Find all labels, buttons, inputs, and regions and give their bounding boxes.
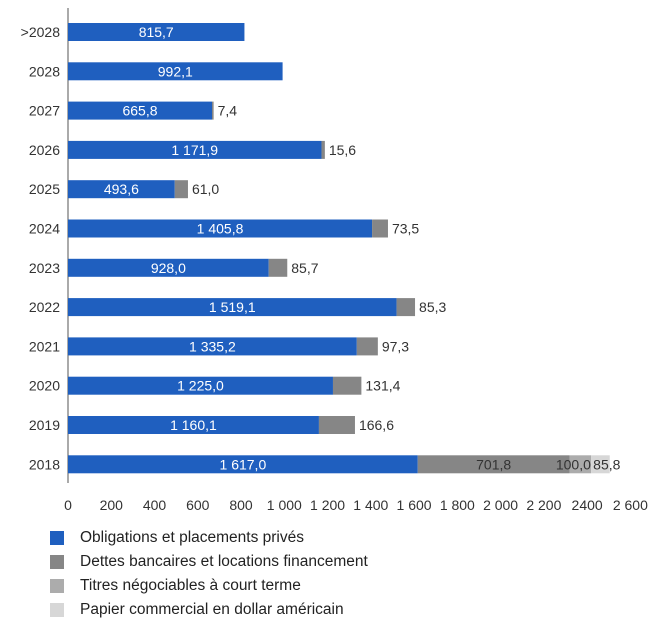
value-label-dettes-bancaires-et-locations-financement-2022: 85,3 <box>419 299 446 315</box>
x-tick-labels: 0 200 400 600 800 1 000 1 200 1 400 1 600 1 800 2 … <box>64 497 648 513</box>
bar-obligations-et-placements-prives-2028 <box>68 23 245 41</box>
value-label-obligations-et-placements-prives-2021: 1 335,2 <box>189 338 236 354</box>
bar-chart: 815,7 992,1 665,8 7,4 1 171,9 15,6 493,6 61,0 1 … <box>21 8 648 513</box>
bar-dettes-bancaires-et-locations-financement-2022 <box>396 298 416 317</box>
value-label-obligations-et-placements-prives-2024: 1 405,8 <box>197 221 244 237</box>
bar-obligations-et-placements-prives-2018 <box>68 455 418 474</box>
value-label-obligations-et-placements-prives-2018: 1 617,0 <box>220 456 267 472</box>
value-label-obligations-et-placements-prives-2028: 992,1 <box>158 63 193 79</box>
x-tick-label-1-400: 1 400 <box>353 497 388 513</box>
legend-item-dettes-bancaires: Dettes bancaires et locations financemen… <box>50 550 368 574</box>
category-label-2020: 2020 <box>29 378 60 394</box>
bar-obligations-et-placements-prives-2028 <box>68 62 283 81</box>
legend: Obligations et placements privés Dettes … <box>50 526 368 622</box>
bar-obligations-et-placements-prives-2025 <box>68 180 175 199</box>
x-tick-label-1-600: 1 600 <box>397 497 432 513</box>
bar-obligations-et-placements-prives-2026 <box>68 140 322 159</box>
bar-obligations-et-placements-prives-2022 <box>68 298 397 317</box>
value-label-dettes-bancaires-et-locations-financement-2026: 15,6 <box>329 142 356 158</box>
bar-dettes-bancaires-et-locations-financement-2020 <box>332 376 362 395</box>
x-tick-label-1-000: 1 000 <box>267 497 302 513</box>
bar-dettes-bancaires-et-locations-financement-2018 <box>417 455 570 474</box>
category-label-2018: 2018 <box>29 456 60 472</box>
legend-item-papier-commercial: Papier commercial en dollar américain <box>50 598 368 622</box>
bars-group: 815,7 992,1 665,8 7,4 1 171,9 15,6 493,6 61,0 1 … <box>68 23 621 474</box>
bar-obligations-et-placements-prives-2024 <box>68 219 373 238</box>
bar-dettes-bancaires-et-locations-financement-2027 <box>212 101 214 120</box>
value-label-dettes-bancaires-et-locations-financement-2027: 7,4 <box>218 103 238 119</box>
category-label-2019: 2019 <box>29 417 60 433</box>
value-label-dettes-bancaires-et-locations-financement-2023: 85,7 <box>291 260 318 276</box>
legend-swatch-dettes-bancaires <box>50 555 64 569</box>
legend-label-titres-negociables: Titres négociables à court terme <box>80 577 301 594</box>
x-tick-label-400: 400 <box>143 497 167 513</box>
category-label-2024: 2024 <box>29 221 60 237</box>
bar-dettes-bancaires-et-locations-financement-2026 <box>321 140 325 159</box>
value-label-dettes-bancaires-et-locations-financement-2018: 701,8 <box>476 456 511 472</box>
category-label-2025: 2025 <box>29 181 60 197</box>
x-tick-label-2400: 2400 <box>572 497 603 513</box>
x-tick-label-800: 800 <box>229 497 253 513</box>
bar-dettes-bancaires-et-locations-financement-2023 <box>268 258 288 277</box>
bar-obligations-et-placements-prives-2020 <box>68 376 333 395</box>
value-label-titres-negociables-a-court-terme-2018: 100,0 <box>556 456 591 472</box>
legend-swatch-papier-commercial <box>50 603 64 617</box>
value-label-obligations-et-placements-prives-2022: 1 519,1 <box>209 299 256 315</box>
bar-titres-negociables-a-court-terme-2018 <box>569 455 592 474</box>
bar-dettes-bancaires-et-locations-financement-2025 <box>174 180 188 199</box>
x-tick-label-0: 0 <box>64 497 72 513</box>
legend-label-obligations: Obligations et placements privés <box>80 529 305 546</box>
category-label-2021: 2021 <box>29 338 60 354</box>
x-tick-label-2-000: 2 000 <box>483 497 518 513</box>
bar-dettes-bancaires-et-locations-financement-2019 <box>318 416 355 434</box>
x-tick-label-1-200: 1 200 <box>310 497 345 513</box>
category-labels: >2028 2028 2027 2026 2025 2024 2023 2022 2021 202… <box>21 24 61 472</box>
category-label-2028: 2028 <box>29 63 60 79</box>
value-label-dettes-bancaires-et-locations-financement-2019: 166,6 <box>359 417 394 433</box>
value-label-obligations-et-placements-prives-2026: 1 171,9 <box>171 142 218 158</box>
value-label-obligations-et-placements-prives-2019: 1 160,1 <box>170 417 217 433</box>
category-label-2027: 2027 <box>29 103 60 119</box>
value-label-obligations-et-placements-prives-2027: 665,8 <box>122 103 157 119</box>
value-label-dettes-bancaires-et-locations-financement-2020: 131,4 <box>365 378 400 394</box>
bar-obligations-et-placements-prives-2023 <box>68 258 269 277</box>
value-label-papier-commercial-en-dollar-americain-2018: 85,8 <box>593 456 620 472</box>
legend-label-dettes-bancaires: Dettes bancaires et locations financemen… <box>80 553 368 570</box>
bar-obligations-et-placements-prives-2021 <box>68 337 357 356</box>
legend-item-titres-negociables: Titres négociables à court terme <box>50 574 368 598</box>
category-label-2026: 2026 <box>29 142 60 158</box>
x-tick-label-2-200: 2 200 <box>526 497 561 513</box>
legend-swatch-titres-negociables <box>50 579 64 593</box>
bar-obligations-et-placements-prives-2027 <box>68 101 213 120</box>
category-label-2022: 2022 <box>29 299 60 315</box>
legend-swatch-obligations <box>50 531 64 545</box>
legend-label-papier-commercial: Papier commercial en dollar américain <box>80 601 344 618</box>
value-label-dettes-bancaires-et-locations-financement-2024: 73,5 <box>392 221 419 237</box>
bar-papier-commercial-en-dollar-americain-2018 <box>591 455 610 474</box>
value-label-dettes-bancaires-et-locations-financement-2021: 97,3 <box>382 338 409 354</box>
value-label-obligations-et-placements-prives-2020: 1 225,0 <box>177 378 224 394</box>
legend-item-obligations: Obligations et placements privés <box>50 526 368 550</box>
bar-obligations-et-placements-prives-2019 <box>68 416 319 434</box>
x-tick-label-600: 600 <box>186 497 210 513</box>
x-tick-label-2-600: 2 600 <box>613 497 648 513</box>
value-label-obligations-et-placements-prives-2028: 815,7 <box>139 24 174 40</box>
bar-dettes-bancaires-et-locations-financement-2021 <box>356 337 378 356</box>
category-label-2028: >2028 <box>21 24 61 40</box>
value-label-dettes-bancaires-et-locations-financement-2025: 61,0 <box>192 181 219 197</box>
bar-dettes-bancaires-et-locations-financement-2024 <box>372 219 388 238</box>
category-label-2023: 2023 <box>29 260 60 276</box>
value-label-obligations-et-placements-prives-2023: 928,0 <box>151 260 186 276</box>
value-label-obligations-et-placements-prives-2025: 493,6 <box>104 181 139 197</box>
x-tick-label-1-800: 1 800 <box>440 497 475 513</box>
x-tick-label-200: 200 <box>100 497 124 513</box>
